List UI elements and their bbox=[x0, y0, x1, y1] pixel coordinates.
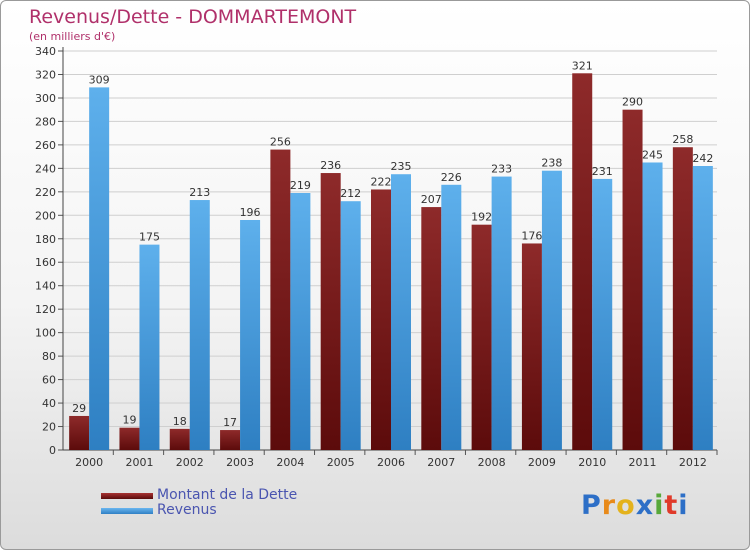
x-tick-label: 2000 bbox=[75, 456, 103, 469]
y-tick-label: 0 bbox=[49, 444, 56, 457]
data-label: 231 bbox=[592, 165, 613, 178]
y-tick-label: 140 bbox=[35, 280, 56, 293]
proxiti-logo: Proxiti bbox=[581, 490, 689, 521]
data-label: 233 bbox=[491, 163, 512, 176]
data-label: 256 bbox=[270, 136, 291, 149]
data-label: 226 bbox=[441, 171, 462, 184]
logo-letter: x bbox=[635, 490, 655, 521]
y-tick-label: 60 bbox=[42, 374, 56, 387]
y-tick-label: 220 bbox=[35, 186, 56, 199]
data-label: 258 bbox=[672, 133, 693, 146]
x-tick-label: 2010 bbox=[578, 456, 606, 469]
logo-letter: r bbox=[601, 490, 617, 521]
y-tick-label: 120 bbox=[35, 303, 56, 316]
logo-letter: P bbox=[581, 490, 602, 521]
x-tick-label: 2004 bbox=[276, 456, 304, 469]
y-tick-label: 340 bbox=[35, 45, 56, 58]
x-tick-label: 2007 bbox=[427, 456, 455, 469]
data-label: 176 bbox=[521, 229, 542, 242]
y-tick-label: 40 bbox=[42, 397, 56, 410]
bar-dette bbox=[69, 415, 90, 450]
data-label: 242 bbox=[692, 152, 713, 165]
x-tick-label: 2012 bbox=[679, 456, 707, 469]
x-tick-label: 2002 bbox=[176, 456, 204, 469]
logo-letter: o bbox=[616, 490, 636, 521]
y-tick-label: 280 bbox=[35, 115, 56, 128]
bar-revenus bbox=[89, 87, 110, 451]
bar-dette bbox=[521, 243, 542, 450]
bar-revenus bbox=[692, 166, 713, 450]
x-tick-label: 2011 bbox=[629, 456, 657, 469]
y-tick-label: 300 bbox=[35, 92, 56, 105]
y-tick-label: 200 bbox=[35, 209, 56, 222]
bar-dette bbox=[572, 73, 593, 450]
x-tick-label: 2005 bbox=[327, 456, 355, 469]
chart-title: Revenus/Dette - DOMMARTEMONT bbox=[29, 6, 357, 28]
legend-swatch-dette bbox=[101, 493, 153, 499]
x-tick-label: 2003 bbox=[226, 456, 254, 469]
logo-letter: i bbox=[654, 490, 665, 521]
bar-revenus bbox=[642, 162, 663, 450]
bar-revenus bbox=[441, 184, 462, 450]
legend-swatch-revenus bbox=[101, 508, 153, 514]
data-label: 235 bbox=[391, 160, 412, 173]
data-label: 18 bbox=[173, 415, 187, 428]
bar-revenus bbox=[340, 201, 361, 450]
y-tick-label: 80 bbox=[42, 350, 56, 363]
data-label: 245 bbox=[642, 148, 663, 161]
data-label: 212 bbox=[340, 187, 361, 200]
logo-letter: t bbox=[664, 490, 679, 521]
data-label: 196 bbox=[240, 206, 261, 219]
x-tick-label: 2006 bbox=[377, 456, 405, 469]
y-tick-label: 180 bbox=[35, 233, 56, 246]
y-tick-label: 240 bbox=[35, 162, 56, 175]
data-label: 238 bbox=[541, 157, 562, 170]
logo-letter: i bbox=[678, 490, 689, 521]
y-tick-label: 260 bbox=[35, 139, 56, 152]
data-label: 236 bbox=[320, 159, 341, 172]
bar-dette bbox=[471, 224, 492, 450]
bar-revenus bbox=[290, 192, 311, 450]
bar-dette bbox=[421, 207, 442, 450]
data-label: 19 bbox=[122, 414, 136, 427]
bar-dette bbox=[622, 109, 643, 451]
legend-label-revenus: Revenus bbox=[157, 502, 217, 518]
data-label: 321 bbox=[572, 59, 593, 72]
legend-label-dette: Montant de la Dette bbox=[157, 487, 298, 503]
y-tick-label: 160 bbox=[35, 256, 56, 269]
bar-revenus bbox=[189, 200, 210, 450]
data-label: 213 bbox=[189, 186, 210, 199]
data-label: 175 bbox=[139, 231, 160, 244]
bar-dette bbox=[320, 173, 341, 450]
data-label: 192 bbox=[471, 211, 492, 224]
x-tick-label: 2001 bbox=[125, 456, 153, 469]
bar-revenus bbox=[240, 219, 261, 450]
bar-dette bbox=[672, 147, 693, 450]
bar-revenus bbox=[491, 176, 512, 451]
bar-dette bbox=[270, 149, 291, 450]
y-tick-label: 320 bbox=[35, 68, 56, 81]
data-label: 290 bbox=[622, 96, 643, 109]
x-tick-label: 2008 bbox=[478, 456, 506, 469]
bar-revenus bbox=[592, 178, 613, 450]
data-label: 222 bbox=[371, 175, 392, 188]
data-label: 207 bbox=[421, 193, 442, 206]
bar-revenus bbox=[391, 174, 411, 450]
bar-dette bbox=[220, 430, 241, 450]
chart-subtitle: (en milliers d'€) bbox=[29, 30, 116, 43]
data-label: 309 bbox=[89, 73, 110, 86]
bar-revenus bbox=[541, 170, 562, 450]
bar-dette bbox=[371, 189, 391, 450]
bar-revenus bbox=[139, 244, 160, 450]
x-tick-label: 2009 bbox=[528, 456, 556, 469]
data-label: 219 bbox=[290, 179, 311, 192]
y-tick-label: 100 bbox=[35, 327, 56, 340]
data-label: 29 bbox=[72, 402, 86, 415]
bar-dette bbox=[119, 427, 140, 450]
bar-dette bbox=[169, 428, 190, 450]
y-tick-label: 20 bbox=[42, 421, 56, 434]
data-label: 17 bbox=[223, 416, 237, 429]
